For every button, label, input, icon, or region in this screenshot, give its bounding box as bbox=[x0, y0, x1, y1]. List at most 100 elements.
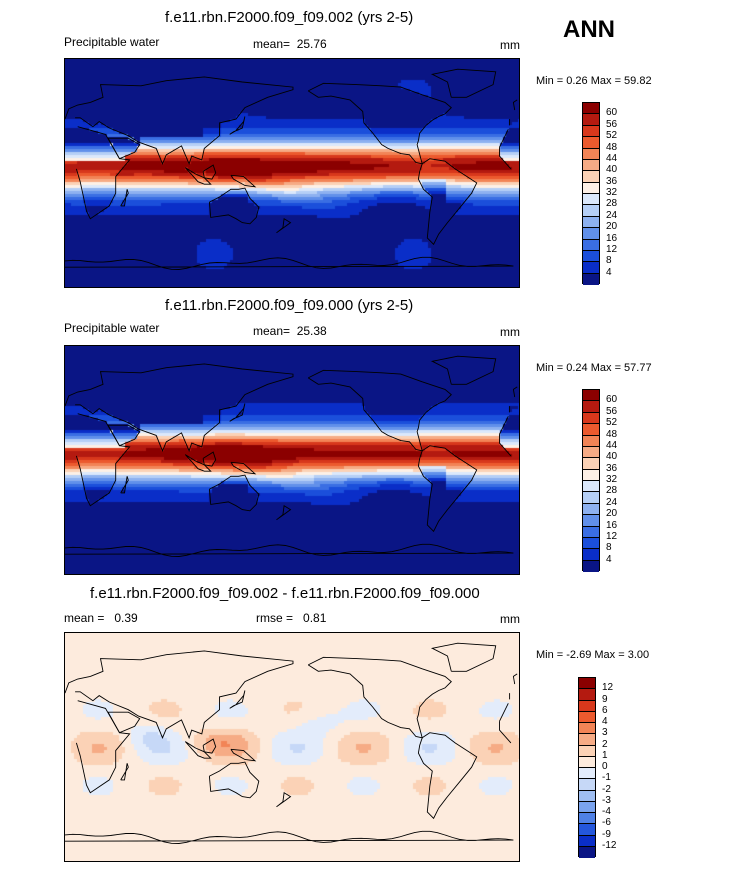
coastline bbox=[229, 116, 246, 135]
coastline bbox=[202, 451, 217, 467]
coastline bbox=[417, 158, 478, 246]
colorbar-tick-label: 4 bbox=[606, 266, 612, 278]
panel-1-title: f.e11.rbn.F2000.f09_f09.002 (yrs 2-5) bbox=[165, 9, 414, 26]
colorbar-segment bbox=[583, 194, 599, 206]
colorbar-segment bbox=[583, 137, 599, 149]
coastline bbox=[120, 476, 129, 494]
coastline bbox=[417, 445, 478, 533]
coastline bbox=[417, 732, 478, 820]
colorbar-tick-label: 4 bbox=[602, 716, 608, 727]
panel-3-rmse: rmse = 0.81 bbox=[256, 611, 326, 625]
colorbar-tick-label: 60 bbox=[606, 394, 618, 406]
panel-2-mean-value: 25.38 bbox=[296, 324, 327, 338]
coastline bbox=[276, 504, 292, 521]
colorbar-segment bbox=[579, 813, 595, 825]
panel-3-map bbox=[64, 632, 520, 862]
panel-1-units: mm bbox=[500, 38, 520, 52]
panel-1-mean-value: 25.76 bbox=[296, 37, 327, 51]
colorbar-segment bbox=[583, 435, 599, 447]
panel-3-mean: mean = 0.39 bbox=[64, 611, 138, 625]
panel-2-minmax: Min = 0.24 Max = 57.77 bbox=[536, 362, 652, 374]
panel-3-mean-label: mean = bbox=[64, 611, 105, 625]
coastline bbox=[307, 82, 452, 165]
panel-3-colorbar bbox=[578, 677, 596, 858]
colorbar-tick-label: -1 bbox=[602, 772, 611, 784]
colorbar-segment bbox=[583, 492, 599, 504]
colorbar-segment bbox=[583, 205, 599, 217]
colorbar-segment bbox=[583, 503, 599, 516]
coastline bbox=[512, 99, 518, 111]
colorbar-segment bbox=[583, 390, 599, 402]
coastline bbox=[276, 791, 292, 808]
colorbar-tick-label: 12 bbox=[606, 530, 618, 542]
coastline bbox=[230, 461, 257, 475]
colorbar-tick-label: 32 bbox=[606, 187, 618, 198]
colorbar-tick-label: 9 bbox=[602, 693, 608, 705]
colorbar-tick-label: -12 bbox=[602, 839, 617, 851]
coastline bbox=[512, 386, 518, 398]
colorbar-tick-label: 24 bbox=[606, 209, 618, 221]
colorbar-segment bbox=[583, 560, 599, 572]
coastline bbox=[107, 137, 141, 160]
panel-1-mean: mean= 25.76 bbox=[253, 37, 327, 51]
coastline bbox=[107, 711, 141, 734]
coastline-overlay bbox=[65, 355, 518, 557]
colorbar-tick-label: 24 bbox=[606, 496, 618, 508]
map-field bbox=[65, 59, 519, 287]
colorbar-segment bbox=[583, 458, 599, 470]
coastline bbox=[307, 369, 452, 452]
coastline bbox=[208, 474, 260, 512]
panel-2-units: mm bbox=[500, 325, 520, 339]
colorbar-segment bbox=[579, 689, 595, 701]
colorbar-tick-label: 28 bbox=[606, 485, 618, 497]
colorbar-tick-label: 48 bbox=[606, 141, 618, 153]
panel-1-variable: Precipitable water bbox=[64, 35, 160, 49]
colorbar-tick-label: 56 bbox=[606, 405, 618, 417]
colorbar-tick-label: 1 bbox=[602, 749, 608, 761]
colorbar-tick-label: 0 bbox=[602, 761, 608, 772]
coastline bbox=[430, 355, 497, 385]
colorbar-segment bbox=[583, 515, 599, 527]
coastline-antarctica bbox=[65, 830, 514, 844]
colorbar-segment bbox=[579, 756, 595, 768]
colorbar-tick-label: 36 bbox=[606, 175, 618, 187]
coastline bbox=[75, 413, 512, 507]
panel-2-colorbar bbox=[582, 389, 600, 572]
panel-3-minmax: Min = -2.69 Max = 3.00 bbox=[536, 649, 650, 661]
colorbar-segment bbox=[583, 250, 599, 263]
coastline bbox=[75, 700, 512, 794]
coastline bbox=[230, 748, 257, 762]
colorbar-tick-label: 44 bbox=[606, 152, 618, 164]
colorbar-tick-label: 8 bbox=[606, 542, 612, 554]
coastline bbox=[208, 187, 260, 225]
colorbar-segment bbox=[583, 125, 599, 138]
colorbar-tick-label: 44 bbox=[606, 439, 618, 451]
panel-1-mean-label: mean= bbox=[253, 37, 291, 51]
colorbar-segment bbox=[583, 526, 599, 538]
colorbar-tick-label: -9 bbox=[602, 828, 611, 840]
panel-3-mean-value: 0.39 bbox=[114, 611, 138, 625]
coastline bbox=[184, 454, 212, 472]
colorbar-segment bbox=[583, 148, 599, 160]
colorbar-tick-label: 32 bbox=[606, 474, 618, 485]
coastline bbox=[120, 763, 129, 781]
coastline bbox=[230, 174, 257, 188]
colorbar-tick-label: 12 bbox=[606, 243, 618, 255]
colorbar-segment bbox=[579, 824, 595, 836]
coastline bbox=[229, 403, 246, 422]
coastline bbox=[184, 741, 212, 759]
colorbar-segment bbox=[579, 734, 595, 746]
coastline-antarctica bbox=[65, 256, 514, 270]
colorbar-segment bbox=[583, 171, 599, 183]
coastline bbox=[512, 673, 518, 685]
panel-2-map bbox=[64, 345, 520, 575]
panel-2-title: f.e11.rbn.F2000.f09_f09.000 (yrs 2-5) bbox=[165, 297, 414, 314]
colorbar-segment bbox=[583, 103, 599, 115]
coastline-overlay bbox=[65, 68, 518, 270]
colorbar-tick-label: -3 bbox=[602, 794, 611, 806]
colorbar-tick-label: 52 bbox=[606, 130, 618, 142]
panel-3-units: mm bbox=[500, 612, 520, 626]
colorbar-tick-label: 52 bbox=[606, 417, 618, 429]
colorbar-segment bbox=[583, 273, 599, 285]
panel-1-colorbar bbox=[582, 102, 600, 285]
